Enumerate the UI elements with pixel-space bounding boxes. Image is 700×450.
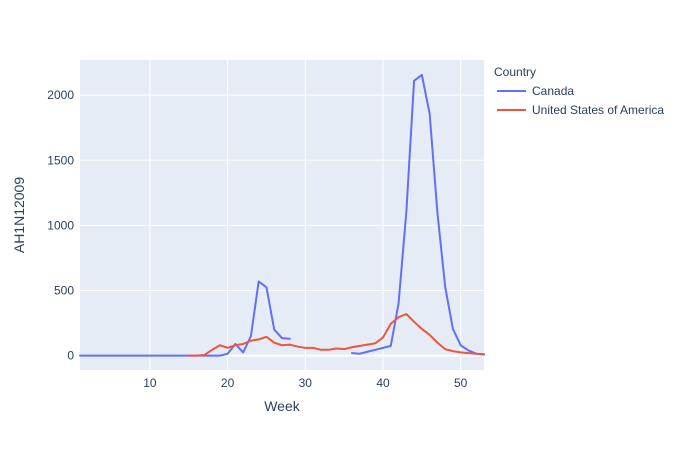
- legend-item-united-states-of-america[interactable]: United States of America: [497, 103, 664, 117]
- x-tick-label: 10: [143, 376, 157, 390]
- legend-label: Canada: [532, 84, 574, 98]
- legend-label: United States of America: [532, 103, 664, 117]
- legend-title: Country: [494, 65, 536, 79]
- y-tick-label: 500: [54, 284, 74, 298]
- plot-background: [80, 60, 484, 370]
- legend[interactable]: Country Canada United States of America: [494, 65, 664, 117]
- x-tick-label: 40: [376, 376, 390, 390]
- y-axis-ticks: 0 500 1000 1500 2000: [47, 88, 74, 363]
- y-tick-label: 1500: [47, 153, 74, 167]
- x-axis-ticks: 10 20 30 40 50: [143, 376, 467, 390]
- x-tick-label: 30: [299, 376, 313, 390]
- y-tick-label: 1000: [47, 218, 74, 232]
- legend-item-canada[interactable]: Canada: [497, 84, 574, 98]
- x-tick-label: 50: [454, 376, 468, 390]
- x-axis-label: Week: [264, 398, 301, 414]
- series-layer: [79, 73, 485, 357]
- x-tick-label: 20: [221, 376, 235, 390]
- series-line-united-states-of-america: [187, 312, 485, 357]
- y-tick-label: 2000: [47, 88, 74, 102]
- y-axis-label: AH1N12009: [11, 177, 27, 253]
- series-line-canada: [79, 73, 485, 357]
- y-tick-label: 0: [67, 349, 74, 363]
